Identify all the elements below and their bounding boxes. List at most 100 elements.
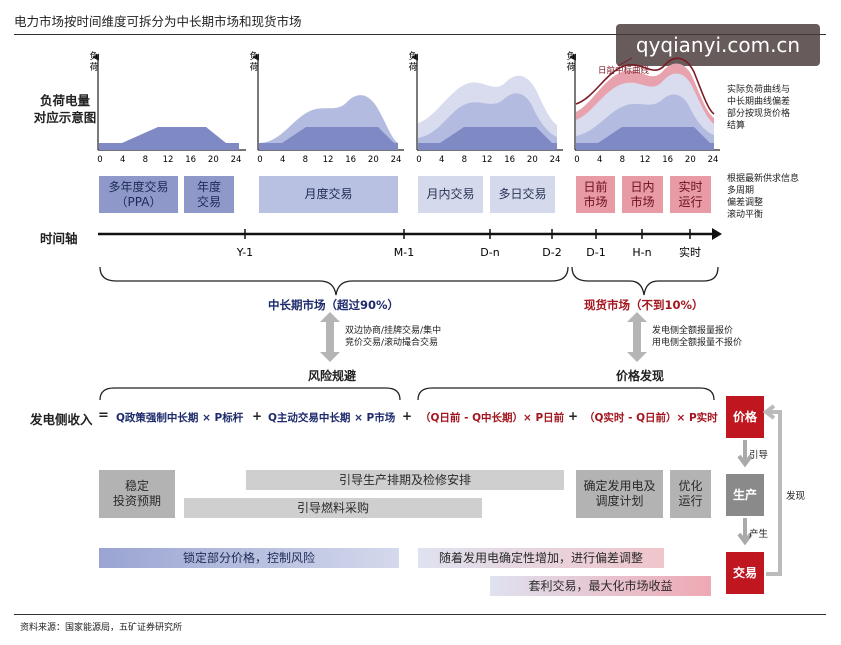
- axis-tick-label: 12: [482, 155, 493, 165]
- axis-tick-label: 0: [416, 155, 421, 165]
- axis-tick-label: 12: [163, 155, 174, 165]
- source-rule: [14, 614, 826, 615]
- axis-y-label: 荷: [566, 62, 575, 73]
- formula-plus-2: +: [402, 409, 413, 423]
- axis-tick-labels: 0 4 8 12 16 20 24 0 4 8 12 16 20 24 0 4 8 12 16 20 24 0 4 8 12 16…: [97, 155, 718, 165]
- axis-y-label: 负: [89, 50, 98, 62]
- note-deviation: 实际负荷曲线与 中长期曲线偏差 部分按现货价格 结算: [727, 85, 791, 131]
- axis-tick-label: 16: [345, 155, 356, 165]
- box-realtime: 实时 运行: [670, 176, 711, 213]
- axis-tick-label: 0: [257, 155, 262, 165]
- bar-arbitrage: 套利交易，最大化市场收益: [490, 576, 711, 596]
- chain-discover-label: 发现: [786, 491, 806, 502]
- note-rolling: 根据最新供求信息 多周期 偏差调整 滚动平衡: [727, 174, 800, 220]
- bar-deviation-adjust: 随着发用电确定性增加，进行偏差调整: [418, 548, 664, 568]
- chart-spot: [569, 53, 720, 151]
- formula-term-active: Q主动交易中长期 × P市场: [268, 412, 396, 424]
- axis-tick-label: 4: [120, 155, 125, 165]
- box-production: 生产: [726, 474, 764, 516]
- box-monthly: 月度交易: [259, 176, 398, 213]
- formula-term-policy: Q政策强制中长期 × P标杆: [116, 412, 244, 424]
- timeline-tick-label: Y-1: [236, 246, 253, 259]
- axis-tick-label: 8: [143, 155, 148, 165]
- box-multi-day: 多日交易: [490, 176, 555, 213]
- bar-guide-maintenance: 引导生产排期及检修安排: [246, 470, 564, 490]
- chain-arrows: [737, 404, 782, 576]
- axis-y-label: 荷: [249, 62, 258, 73]
- chain-produce-label: 产生: [749, 529, 769, 540]
- risk-avoid-label: 风险规避: [308, 369, 357, 383]
- axis-y-label: 荷: [89, 62, 98, 73]
- axis-tick-label: 12: [323, 155, 334, 165]
- timeline-tick-label: D-1: [586, 246, 605, 259]
- formula-eq: =: [98, 408, 109, 423]
- box-intra-month: 月内交易: [418, 176, 483, 213]
- axis-y-label: 负: [566, 50, 575, 62]
- axis-tick-label: 24: [550, 155, 561, 165]
- axis-y-label: 负: [408, 50, 417, 62]
- box-ppa: 多年度交易 （PPA）: [99, 176, 178, 213]
- axis-tick-label: 8: [303, 155, 308, 165]
- mid-long-market-label: 中长期市场（超过90%）: [268, 298, 400, 312]
- formula-plus-1: +: [252, 409, 263, 423]
- axis-tick-label: 8: [620, 155, 625, 165]
- load-chart-label: 负荷电量 对应示意图: [33, 93, 97, 125]
- axis-tick-label: 24: [231, 155, 242, 165]
- box-confirm-plan: 确定发用电及 调度计划: [576, 470, 663, 518]
- axis-tick-label: 8: [462, 155, 467, 165]
- chart-monthly: [252, 53, 404, 151]
- axis-tick-label: 20: [208, 155, 219, 165]
- load-charts: 0 4 8 12 16 20 24 0 4 8 12 16 20 24 0 4 8 12 16 20 24 0 4 8 12 16…: [89, 50, 720, 165]
- axis-tick-label: 16: [185, 155, 196, 165]
- axis-tick-label: 24: [708, 155, 719, 165]
- timeline-tick-label: 实时: [679, 245, 701, 259]
- box-stable-investment: 稳定 投资预期: [99, 470, 175, 518]
- formula-braces: [99, 387, 715, 401]
- spot-methods: 发电侧全额报量报价 用电侧全额报量不报价: [652, 326, 743, 348]
- title-rule: [14, 34, 826, 35]
- timeline-tick-label: D-2: [542, 246, 561, 259]
- chart-ppa: [92, 53, 246, 151]
- chain-guide-label: 引导: [749, 450, 769, 461]
- chart-intra-month: [411, 53, 563, 151]
- axis-tick-label: 24: [391, 155, 402, 165]
- mid-long-methods: 双边协商/挂牌交易/集中 竞价交易/滚动撮合交易: [345, 326, 442, 348]
- axis-tick-label: 20: [527, 155, 538, 165]
- page-title: 电力市场按时间维度可拆分为中长期市场和现货市场: [14, 14, 302, 29]
- timeline-svg: Y-1 M-1 D-n D-2 D-1 H-n 实时: [98, 228, 722, 296]
- source-note: 资料来源：国家能源局，五矿证券研究所: [20, 623, 183, 633]
- timeline-tick-label: M-1: [394, 246, 414, 259]
- market-arrows: [320, 312, 647, 362]
- axis-tick-label: 20: [368, 155, 379, 165]
- box-annual: 年度 交易: [184, 176, 234, 213]
- box-day-ahead: 日前 市场: [576, 176, 615, 213]
- formula-term-day-ahead: （Q日前 - Q中长期）× P日前: [420, 412, 565, 424]
- axis-tick-label: 0: [574, 155, 579, 165]
- axis-y-label: 荷: [408, 62, 417, 73]
- revenue-label: 发电侧收入: [30, 412, 93, 427]
- axis-y-label: 负: [249, 50, 258, 62]
- axis-tick-label: 0: [97, 155, 102, 165]
- bar-lock-price: 锁定部分价格，控制风险: [99, 548, 399, 568]
- axis-tick-label: 4: [597, 155, 602, 165]
- formula-plus-3: +: [568, 409, 579, 423]
- timeline-tick-label: D-n: [480, 246, 499, 259]
- axis-tick-label: 4: [280, 155, 285, 165]
- box-optimize: 优化 运行: [670, 470, 711, 518]
- price-discovery-label: 价格发现: [616, 369, 665, 383]
- axis-tick-label: 16: [662, 155, 673, 165]
- axis-tick-label: 4: [439, 155, 444, 165]
- formula-term-realtime: （Q实时 - Q日前）× P实时: [584, 412, 718, 424]
- box-intraday: 日内 市场: [622, 176, 663, 213]
- axis-tick-label: 16: [504, 155, 515, 165]
- watermark: qyqianyi.com.cn: [616, 24, 820, 66]
- spot-market-label: 现货市场（不到10%）: [584, 298, 704, 312]
- timeline-label: 时间轴: [40, 231, 78, 246]
- bar-guide-fuel: 引导燃料采购: [184, 498, 482, 518]
- curve-annotation: 日前中标曲线: [598, 66, 650, 76]
- axis-tick-label: 20: [685, 155, 696, 165]
- timeline-tick-label: H-n: [632, 246, 651, 259]
- box-trade: 交易: [726, 552, 764, 594]
